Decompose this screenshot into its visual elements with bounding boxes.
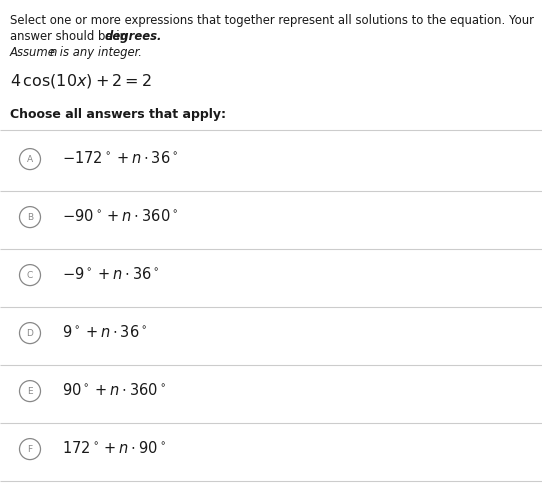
Text: degrees.: degrees. <box>105 30 163 43</box>
Text: Select one or more expressions that together represent all solutions to the equa: Select one or more expressions that toge… <box>10 14 534 27</box>
Text: Assume: Assume <box>10 46 60 59</box>
Text: $90^\circ + n \cdot 360^\circ$: $90^\circ + n \cdot 360^\circ$ <box>62 382 166 398</box>
Text: C: C <box>27 271 33 280</box>
Text: $-172^\circ + n \cdot 36^\circ$: $-172^\circ + n \cdot 36^\circ$ <box>62 150 178 166</box>
Text: $9^\circ + n \cdot 36^\circ$: $9^\circ + n \cdot 36^\circ$ <box>62 324 147 340</box>
Text: A: A <box>27 154 33 163</box>
Text: $-90^\circ + n \cdot 360^\circ$: $-90^\circ + n \cdot 360^\circ$ <box>62 208 178 224</box>
Text: n: n <box>50 46 57 59</box>
Text: answer should be in: answer should be in <box>10 30 131 43</box>
Text: $172^\circ + n \cdot 90^\circ$: $172^\circ + n \cdot 90^\circ$ <box>62 440 166 456</box>
Text: E: E <box>27 387 33 395</box>
Text: B: B <box>27 213 33 222</box>
Text: F: F <box>28 445 33 454</box>
Text: Choose all answers that apply:: Choose all answers that apply: <box>10 108 226 121</box>
Text: D: D <box>27 328 34 338</box>
Text: $4\,\cos(10x) + 2 = 2$: $4\,\cos(10x) + 2 = 2$ <box>10 72 152 90</box>
Text: is any integer.: is any integer. <box>56 46 142 59</box>
Text: $-9^\circ + n \cdot 36^\circ$: $-9^\circ + n \cdot 36^\circ$ <box>62 266 160 282</box>
